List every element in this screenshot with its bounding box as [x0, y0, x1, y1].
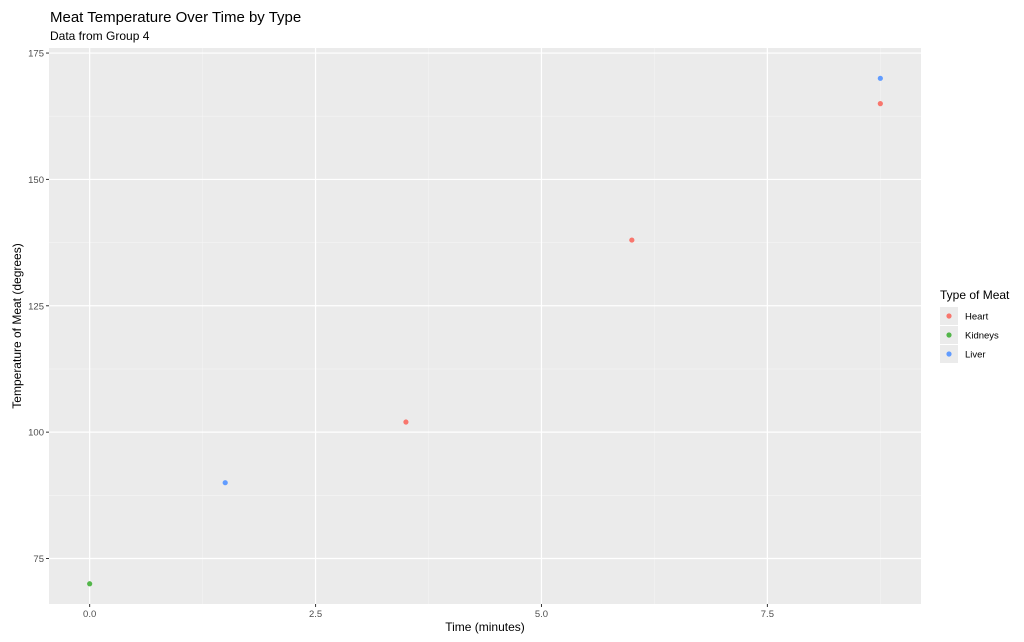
- y-tick-label: 100: [28, 428, 44, 439]
- y-tick-label: 75: [33, 554, 44, 565]
- legend-key-liver: [946, 351, 952, 357]
- data-point-kidneys: [87, 581, 93, 587]
- x-axis-title: Time (minutes): [445, 620, 525, 634]
- legend-key-kidneys: [946, 332, 952, 338]
- legend-label-heart: Heart: [965, 312, 989, 323]
- data-points: [87, 75, 883, 587]
- data-point-liver: [877, 75, 883, 81]
- x-tick-label: 7.5: [761, 609, 774, 620]
- y-tick-label: 150: [28, 175, 44, 186]
- data-point-heart: [403, 419, 409, 425]
- chart-subtitle: Data from Group 4: [50, 29, 150, 43]
- chart-title: Meat Temperature Over Time by Type: [50, 9, 301, 26]
- y-axis-title: Temperature of Meat (degrees): [10, 243, 24, 408]
- data-point-liver: [222, 480, 228, 486]
- minor-gridlines: [49, 48, 921, 604]
- x-tick-label: 0.0: [83, 609, 96, 620]
- x-tick-label: 5.0: [535, 609, 548, 620]
- legend-key-heart: [946, 313, 952, 319]
- x-tick-label: 2.5: [309, 609, 322, 620]
- legend-title: Type of Meat: [940, 288, 1010, 302]
- legend-label-kidneys: Kidneys: [965, 331, 999, 342]
- legend-keys: Heart Kidneys Liver: [940, 307, 999, 363]
- legend-label-liver: Liver: [965, 350, 986, 361]
- x-axis-ticks: 0.0 2.5 5.0 7.5: [83, 604, 774, 620]
- y-tick-label: 125: [28, 301, 44, 312]
- data-point-heart: [877, 101, 883, 107]
- data-point-heart: [629, 237, 635, 243]
- major-gridlines: [49, 48, 921, 604]
- y-axis-ticks: 75 100 125 150 175: [28, 49, 49, 565]
- plot-panel: [49, 48, 921, 604]
- y-tick-label: 175: [28, 49, 44, 60]
- legend: Type of Meat Heart Kidneys Liver: [940, 288, 1010, 363]
